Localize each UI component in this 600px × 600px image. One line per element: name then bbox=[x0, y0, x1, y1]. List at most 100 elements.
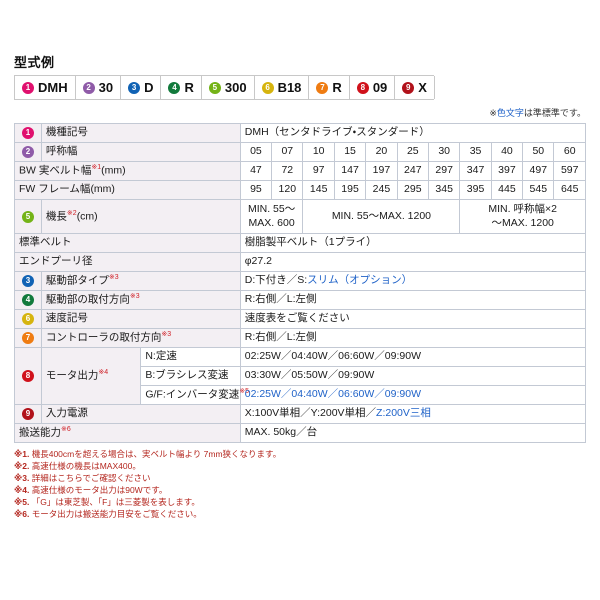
motor-output-sub-label-b: B:ブラシレス変速 bbox=[140, 366, 241, 386]
row-label-model-symbol: 機種記号 bbox=[40, 123, 241, 143]
badge-6-icon: 6 bbox=[21, 313, 34, 326]
badge-1-icon: 1 bbox=[22, 81, 34, 94]
cell-nominal-width: 35 bbox=[459, 142, 492, 162]
drive-type-label: 駆動部タイプ bbox=[45, 274, 109, 287]
cell-frame-width: 345 bbox=[427, 180, 461, 200]
table-row-speed-symbol: 6 速度記号 速度表をご覧ください bbox=[14, 309, 587, 329]
row-badge-nominal-width: 2 bbox=[14, 142, 42, 162]
footnotes-list: ※1. 機長400cmを超える場合は、実ベルト幅より 7mm狭くなります。 ※2.… bbox=[14, 443, 586, 520]
row-badge-input-power: 9 bbox=[14, 404, 42, 424]
capacity-label: 搬送能力 bbox=[19, 426, 61, 439]
footnote-text: モータ出力は搬送能力目安をご覧ください。 bbox=[31, 509, 202, 520]
machine-length-unit: (cm) bbox=[76, 210, 98, 223]
row-badge-model-symbol: 1 bbox=[14, 123, 42, 143]
model-code-cell[interactable]: 2 30 bbox=[76, 76, 122, 99]
badge-8-icon: 8 bbox=[356, 81, 369, 94]
badge-1-icon: 1 bbox=[21, 127, 34, 140]
badge-7-icon: 7 bbox=[316, 81, 329, 94]
row-badge-motor-output: 8 bbox=[14, 347, 42, 405]
cell-nominal-width: 50 bbox=[522, 142, 555, 162]
row-value-standard-belt: 樹脂製平ベルト（1プライ） bbox=[239, 233, 587, 253]
badge-3-icon: 3 bbox=[128, 81, 141, 94]
footnote-index: ※4. bbox=[14, 485, 32, 496]
footnote-item: ※6. モータ出力は搬送能力目安をご覧ください。 bbox=[14, 508, 586, 520]
model-code-cell[interactable]: 1 DMH bbox=[15, 76, 76, 99]
footnote-item: ※4. 高速仕様のモータ出力は90Wです。 bbox=[14, 484, 586, 496]
motor-output-label: モータ出力 bbox=[45, 369, 99, 382]
input-power-value-plain: X:100V単相／Y:200V単相／ bbox=[244, 407, 377, 420]
row-badge-speed-symbol: 6 bbox=[14, 309, 42, 329]
table-row-motor-output-n: 8 モータ出力※4 N:定速 02:25W／04:40W／06:60W／09:9… bbox=[14, 347, 587, 405]
machine-length-line: MIN. 55～MAX. 1200 bbox=[331, 209, 432, 222]
footnote-index: ※2. bbox=[14, 461, 32, 472]
cell-frame-width: 120 bbox=[271, 180, 304, 200]
cell-belt-width: 247 bbox=[396, 161, 429, 181]
row-badge-drive-direction: 4 bbox=[14, 290, 42, 310]
input-power-value-option: Z:200V三相 bbox=[376, 407, 431, 420]
model-code-cell[interactable]: 5 300 bbox=[202, 76, 255, 99]
row-value-controller-direction: R:右側／L:左側 bbox=[239, 328, 587, 348]
model-code-cell[interactable]: 6 B18 bbox=[255, 76, 310, 99]
row-label-machine-length: 機長※2(cm) bbox=[40, 199, 241, 234]
model-code-cell[interactable]: 8 09 bbox=[350, 76, 396, 99]
footnote-text: 高速仕様のモータ出力は90Wです。 bbox=[31, 485, 168, 496]
frame-width-label: FW フレーム幅 bbox=[19, 183, 91, 196]
cell-nominal-width: 30 bbox=[427, 142, 461, 162]
row-value-end-pulley: φ27.2 bbox=[239, 252, 587, 272]
cell-nominal-width: 07 bbox=[271, 142, 304, 162]
model-code-text: X bbox=[418, 80, 427, 95]
machine-length-line: ～MAX. 1200 bbox=[491, 216, 554, 229]
drive-direction-label: 駆動部の取付方向 bbox=[45, 293, 130, 306]
badge-5-icon: 5 bbox=[21, 210, 34, 223]
row-label-frame-width: FW フレーム幅(mm) bbox=[14, 180, 241, 200]
cell-belt-width: 347 bbox=[459, 161, 492, 181]
badge-6-icon: 6 bbox=[261, 81, 274, 94]
model-code-text: 09 bbox=[372, 80, 388, 95]
cell-nominal-width: 15 bbox=[333, 142, 367, 162]
row-label-motor-output: モータ出力※4 bbox=[40, 347, 142, 405]
model-code-strip: 1 DMH 2 30 3 D 4 R 5 300 6 B18 7 R 8 09 9 X bbox=[14, 75, 435, 100]
cell-frame-width: 145 bbox=[302, 180, 335, 200]
cell-belt-width: 297 bbox=[427, 161, 461, 181]
footnote-text: 機長400cmを超える場合は、実ベルト幅より 7mm狭くなります。 bbox=[31, 449, 282, 459]
cell-nominal-width: 10 bbox=[302, 142, 335, 162]
table-row-frame-width: FW フレーム幅(mm) 95 120 145 195 245 295 345 … bbox=[14, 180, 586, 200]
page-title: 型式例 bbox=[14, 55, 55, 70]
footnote-text: 高速仕様の機長はMAX400。 bbox=[31, 461, 141, 472]
cell-machine-length-group: MIN. 55～ MAX. 600 bbox=[239, 199, 304, 234]
badge-9-icon: 9 bbox=[21, 408, 34, 421]
badge-4-icon: 4 bbox=[168, 81, 181, 94]
legend-marker: ※ bbox=[489, 108, 497, 118]
cell-belt-width: 147 bbox=[333, 161, 367, 181]
cell-nominal-width: 60 bbox=[553, 142, 586, 162]
table-row-drive-direction: 4 駆動部の取付方向※3 R:右側／L:左側 bbox=[14, 290, 587, 310]
controller-direction-label: コントローラの取付方向 bbox=[45, 331, 162, 344]
badge-5-icon: 5 bbox=[208, 81, 221, 94]
model-code-text: DMH bbox=[38, 80, 68, 95]
legend-blue-text: 色文字 bbox=[496, 108, 524, 118]
controller-direction-footnote-ref: ※3 bbox=[161, 331, 172, 339]
cell-frame-width: 245 bbox=[365, 180, 398, 200]
table-row-input-power: 9 入力電源 X:100V単相／Y:200V単相／Z:200V三相 bbox=[14, 404, 587, 424]
footnote-index: ※3. bbox=[14, 473, 32, 484]
motor-output-sub-gf-text: G/F:インバータ変速 bbox=[145, 388, 240, 401]
cell-frame-width: 445 bbox=[490, 180, 524, 200]
table-row-end-pulley: エンドプーリ径 φ27.2 bbox=[14, 252, 587, 272]
table-row-machine-length: 5 機長※2(cm) MIN. 55～ MAX. 600 MIN. 55～MAX.… bbox=[14, 199, 586, 234]
row-label-nominal-width: 呼称幅 bbox=[40, 142, 241, 162]
row-badge-machine-length: 5 bbox=[14, 199, 42, 234]
row-label-drive-direction: 駆動部の取付方向※3 bbox=[40, 290, 241, 310]
badge-9-icon: 9 bbox=[402, 81, 415, 94]
table-row-nominal-width: 2 呼称幅 05 07 10 15 20 25 30 35 40 50 60 bbox=[14, 142, 586, 162]
row-label-controller-direction: コントローラの取付方向※3 bbox=[40, 328, 241, 348]
footnote-index: ※6. bbox=[14, 509, 32, 520]
row-label-standard-belt: 標準ベルト bbox=[14, 233, 241, 253]
badge-2-icon: 2 bbox=[21, 146, 34, 159]
row-badge-controller-direction: 7 bbox=[14, 328, 42, 348]
row-value-capacity: MAX. 50kg／台 bbox=[239, 423, 587, 443]
